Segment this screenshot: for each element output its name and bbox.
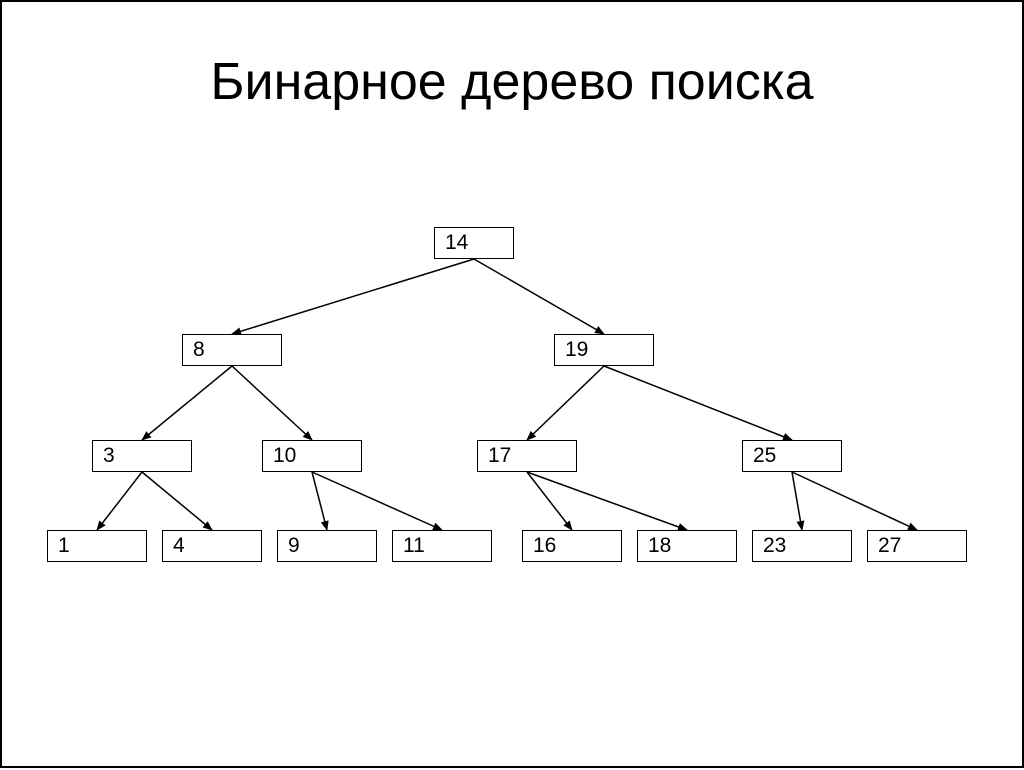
tree-edge	[527, 472, 572, 530]
tree-node: 4	[162, 530, 262, 562]
tree-node: 19	[554, 334, 654, 366]
tree-node: 3	[92, 440, 192, 472]
tree-node: 18	[637, 530, 737, 562]
tree-edge	[142, 472, 212, 530]
slide-title: Бинарное дерево поиска	[2, 52, 1022, 112]
tree-edges	[2, 2, 1024, 770]
tree-edge	[527, 366, 604, 440]
tree-edge	[312, 472, 327, 530]
tree-edge	[97, 472, 142, 530]
tree-edge	[232, 259, 474, 334]
tree-edge	[792, 472, 917, 530]
tree-node: 9	[277, 530, 377, 562]
tree-node: 25	[742, 440, 842, 472]
tree-edge	[792, 472, 802, 530]
tree-edge	[527, 472, 687, 530]
tree-edge	[604, 366, 792, 440]
tree-node: 10	[262, 440, 362, 472]
slide-frame: Бинарное дерево поиска 14819310172514911…	[0, 0, 1024, 768]
tree-node: 14	[434, 227, 514, 259]
tree-edge	[232, 366, 312, 440]
tree-node: 27	[867, 530, 967, 562]
tree-node: 1	[47, 530, 147, 562]
tree-node: 11	[392, 530, 492, 562]
tree-edge	[142, 366, 232, 440]
tree-node: 8	[182, 334, 282, 366]
tree-node: 16	[522, 530, 622, 562]
tree-edge	[312, 472, 442, 530]
tree-node: 17	[477, 440, 577, 472]
tree-edge	[474, 259, 604, 334]
tree-node: 23	[752, 530, 852, 562]
